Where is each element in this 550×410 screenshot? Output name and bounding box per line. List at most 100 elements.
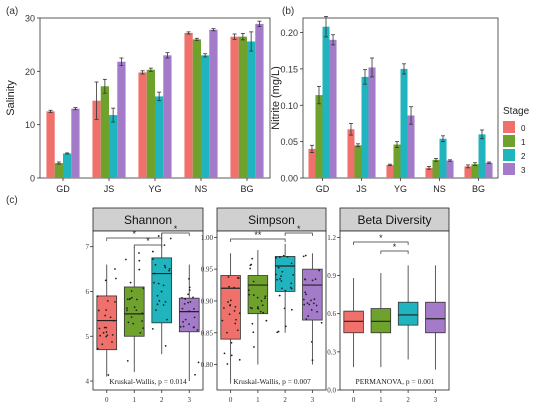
bar-YG-stage-2 bbox=[400, 68, 408, 178]
x-tick-label: 1 bbox=[133, 396, 137, 404]
jitter-point bbox=[281, 287, 283, 290]
jitter-point bbox=[96, 347, 99, 350]
jitter-point bbox=[303, 303, 306, 306]
box-stage-2 bbox=[397, 301, 419, 326]
significance-bracket bbox=[161, 232, 190, 236]
x-tick-label: 1 bbox=[256, 396, 260, 404]
bar-JS-stage-1 bbox=[354, 145, 362, 178]
jitter-point bbox=[157, 235, 160, 237]
bar-BG-stage-0 bbox=[230, 36, 239, 178]
jitter-point bbox=[290, 262, 293, 265]
jitter-point bbox=[197, 361, 200, 364]
jitter-point bbox=[275, 256, 278, 259]
jitter-point bbox=[226, 363, 229, 365]
bar-YG-stage-0 bbox=[138, 72, 147, 178]
bar-JS-stage-2 bbox=[361, 76, 369, 178]
legend-swatch-0 bbox=[503, 121, 515, 133]
jitter-point bbox=[182, 325, 185, 328]
jitter-point bbox=[230, 354, 233, 357]
jitter-point bbox=[129, 281, 132, 284]
jitter-point bbox=[153, 281, 155, 284]
jitter-point bbox=[152, 258, 154, 261]
jitter-point bbox=[275, 273, 277, 276]
jitter-point bbox=[259, 310, 262, 313]
jitter-point bbox=[251, 322, 254, 325]
x-tick-label: YG bbox=[148, 184, 161, 194]
jitter-point bbox=[304, 291, 307, 294]
box-stage-3 bbox=[425, 301, 446, 334]
x-tick-label: BG bbox=[472, 184, 485, 194]
panel-label-b: (b) bbox=[282, 6, 294, 17]
jitter-point bbox=[111, 333, 114, 336]
box-stage-0 bbox=[96, 295, 118, 351]
panel-label-c: (c) bbox=[6, 195, 18, 206]
jitter-point bbox=[223, 352, 226, 355]
x-tick-label: BG bbox=[240, 184, 253, 194]
bar-BG-stage-1 bbox=[471, 164, 479, 178]
jitter-point bbox=[247, 289, 250, 292]
jitter-point bbox=[98, 327, 101, 330]
bar-YG-stage-3 bbox=[407, 115, 415, 178]
jitter-point bbox=[181, 297, 183, 299]
bar-GD-stage-0 bbox=[46, 111, 55, 178]
jitter-point bbox=[314, 278, 317, 281]
test-annotation: Kruskal-Wallis, p = 0.014 bbox=[109, 377, 187, 386]
bar-GD-stage-3 bbox=[329, 39, 337, 179]
jitter-point bbox=[141, 320, 143, 322]
jitter-point bbox=[311, 359, 314, 362]
x-tick-label: NS bbox=[195, 184, 208, 194]
test-annotation: Kruskal-Wallis, p = 0.007 bbox=[233, 377, 311, 386]
significance-mark: * bbox=[379, 233, 383, 243]
jitter-point bbox=[105, 331, 108, 333]
jitter-point bbox=[126, 309, 128, 312]
bar-BG-stage-2 bbox=[247, 41, 256, 178]
jitter-point bbox=[257, 307, 260, 310]
jitter-point bbox=[130, 290, 133, 292]
jitter-point bbox=[236, 329, 239, 332]
jitter-point bbox=[164, 266, 167, 269]
jitter-point bbox=[306, 302, 309, 304]
facet-title: Shannon bbox=[124, 213, 172, 227]
nitrite-bar-chart: 0.00 0.05 0.10 0.15 0.20 Nitrite (mg/L) GD JS YG… bbox=[270, 16, 499, 194]
bar-BG-stage-3 bbox=[255, 23, 264, 178]
bar-JS-stage-2 bbox=[109, 115, 118, 178]
jitter-point bbox=[235, 318, 237, 321]
jitter-point bbox=[280, 275, 282, 278]
jitter-point bbox=[310, 299, 312, 302]
x-tick-label: 3 bbox=[311, 396, 315, 404]
jitter-point bbox=[281, 270, 284, 273]
jitter-point bbox=[115, 277, 117, 280]
box-stage-2 bbox=[151, 257, 173, 324]
legend-label-2: 2 bbox=[521, 152, 526, 161]
jitter-point bbox=[307, 315, 310, 317]
significance-bracket bbox=[230, 238, 286, 242]
box-stage-1 bbox=[370, 308, 392, 334]
jitter-point bbox=[188, 286, 191, 289]
jitter-point bbox=[252, 294, 255, 296]
jitter-point bbox=[189, 301, 192, 303]
jitter-point bbox=[229, 304, 231, 307]
jitter-point bbox=[164, 345, 167, 347]
jitter-point bbox=[234, 305, 237, 308]
significance-mark: * bbox=[174, 224, 178, 234]
y-tick-label: 0.10 bbox=[280, 101, 298, 111]
jitter-point bbox=[276, 278, 278, 281]
y-tick-label: 0.90 bbox=[201, 297, 214, 305]
jitter-point bbox=[262, 311, 265, 314]
jitter-point bbox=[104, 279, 107, 282]
significance-mark: * bbox=[297, 224, 301, 234]
y-tick-label: 0.3 bbox=[327, 348, 336, 356]
jitter-point bbox=[311, 279, 314, 282]
jitter-point bbox=[106, 299, 109, 302]
jitter-point bbox=[302, 298, 305, 301]
jitter-point bbox=[229, 299, 232, 302]
jitter-point bbox=[304, 254, 307, 257]
jitter-point bbox=[305, 318, 308, 320]
box-stage-2 bbox=[274, 256, 296, 292]
x-tick-label: NS bbox=[433, 184, 446, 194]
y-tick-label: 0.95 bbox=[201, 266, 214, 274]
jitter-point bbox=[105, 335, 108, 338]
jitter-point bbox=[101, 343, 104, 346]
jitter-point bbox=[155, 309, 157, 312]
jitter-point bbox=[163, 264, 166, 267]
